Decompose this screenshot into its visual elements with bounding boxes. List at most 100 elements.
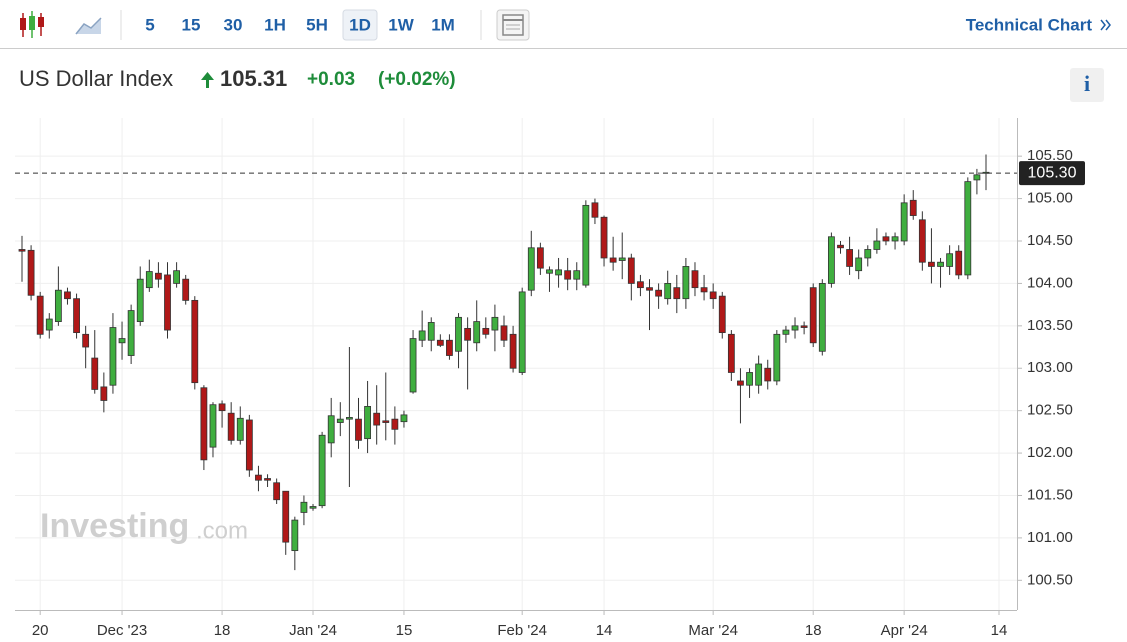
candle-body [737, 380, 744, 386]
x-tick-label: 18 [805, 622, 822, 639]
candle-body [455, 316, 462, 352]
interval-button[interactable]: 1H [264, 15, 286, 34]
candle-body [827, 236, 835, 284]
candle-body [464, 327, 472, 341]
candle-body [436, 339, 444, 346]
candle-body [482, 327, 490, 335]
candle-body [591, 202, 599, 218]
interval-button[interactable]: 1M [431, 15, 455, 34]
candle-body [764, 367, 772, 382]
candle-body [491, 316, 499, 331]
candle-body [646, 287, 653, 291]
y-tick-label: 105.00 [1027, 190, 1073, 207]
y-tick-label: 101.00 [1027, 529, 1073, 546]
candle-body [900, 202, 908, 242]
up-arrow-icon [201, 72, 214, 88]
candle-body [637, 281, 644, 289]
interval-button[interactable]: 5H [306, 15, 328, 34]
last-price: 105.31 [220, 66, 287, 91]
candle-body [655, 289, 663, 297]
interval-button[interactable]: 1D [349, 15, 371, 34]
candle-body [100, 386, 108, 401]
candle-body [18, 249, 26, 252]
instrument-title: US Dollar Index [19, 66, 173, 91]
candle-icon[interactable] [20, 11, 44, 38]
candle-body [264, 478, 271, 481]
candle-body [673, 287, 681, 300]
watermark-suffix: .com [196, 517, 248, 544]
calendar-icon[interactable] [496, 9, 530, 41]
interval-button[interactable]: 5 [145, 15, 154, 34]
candle-body [127, 310, 135, 356]
candle-body [355, 418, 362, 441]
candle-body [809, 287, 817, 344]
candle-body [918, 219, 926, 263]
candle-body [928, 261, 935, 267]
candle-body [864, 249, 872, 259]
candle-body [136, 278, 144, 322]
candle-body [691, 270, 699, 289]
candle-body [391, 418, 399, 430]
candle-body [300, 501, 308, 513]
candle-body [36, 295, 44, 335]
interval-button[interactable]: 30 [224, 15, 243, 34]
info-icon[interactable]: i [1084, 71, 1090, 96]
info-button[interactable] [1070, 68, 1104, 102]
x-tick-label: 15 [396, 622, 413, 639]
candle-body [173, 270, 181, 284]
candle-body [627, 257, 635, 284]
candle-body [82, 333, 90, 348]
candle-body [727, 333, 735, 373]
candle-body [473, 321, 481, 344]
candle-body [27, 249, 35, 296]
candle-body [218, 403, 226, 412]
interval-button[interactable]: 15 [182, 15, 201, 34]
active-interval-bg [342, 9, 378, 41]
y-tick-label: 102.50 [1027, 402, 1073, 419]
candle-body [837, 244, 844, 249]
y-tick-label: 105.50 [1027, 147, 1073, 164]
x-tick-label: 20 [32, 622, 49, 639]
candle-body [582, 204, 590, 286]
candle-body [518, 291, 526, 373]
candle-body [882, 236, 890, 242]
candle-body [855, 257, 863, 272]
candle-body [564, 270, 572, 280]
candle-body [345, 417, 353, 420]
candle-body [709, 291, 717, 300]
candle-body [282, 490, 290, 543]
candle-body [145, 271, 153, 289]
candle-body [773, 333, 781, 382]
candle-body [73, 298, 80, 334]
candle-body [973, 174, 981, 181]
candle-body [327, 415, 335, 444]
candle-body [909, 199, 917, 216]
interval-button[interactable]: 1W [388, 15, 414, 34]
candle-body [718, 295, 726, 334]
candle-body [873, 240, 881, 250]
price-change-pct: (+0.02%) [378, 69, 456, 90]
candle-body [555, 269, 562, 276]
candle-body [227, 412, 235, 441]
candle-body [245, 419, 253, 471]
candle-body [600, 216, 608, 259]
last-price-label: 105.30 [1028, 164, 1077, 181]
price-change: +0.03 [307, 69, 355, 90]
x-tick-label: Dec '23 [97, 622, 147, 639]
candle-body [400, 414, 408, 423]
candle-body [536, 247, 544, 269]
y-tick-label: 101.50 [1027, 486, 1073, 503]
candle-body [946, 253, 954, 267]
y-tick-label: 103.00 [1027, 359, 1073, 376]
chevron-icon [1100, 19, 1111, 31]
candle-body [182, 278, 190, 301]
candle-body [418, 330, 426, 341]
y-tick-label: 100.50 [1027, 571, 1073, 588]
area-icon[interactable] [75, 17, 102, 35]
y-tick-label: 104.50 [1027, 232, 1073, 249]
candle-body [373, 412, 381, 426]
technical-chart-link[interactable]: Technical Chart [966, 15, 1093, 34]
candle-body [664, 283, 672, 300]
